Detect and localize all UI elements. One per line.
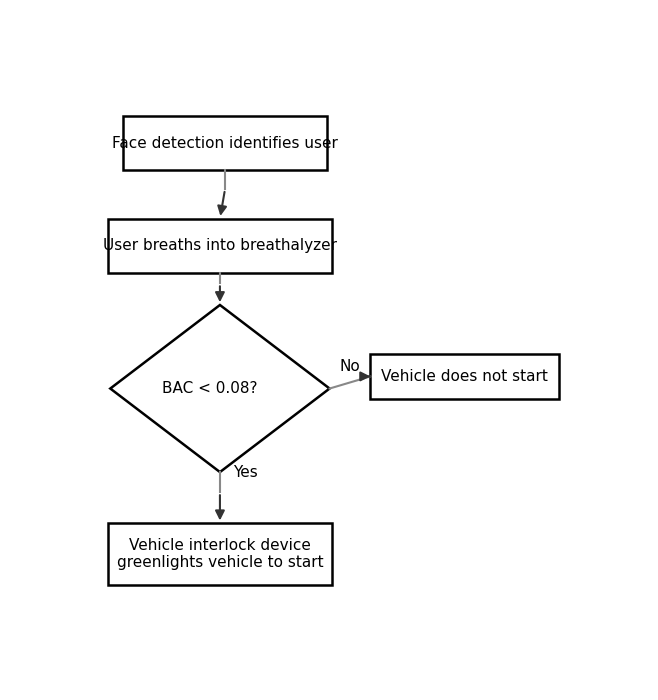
Text: Face detection identifies user: Face detection identifies user	[112, 136, 338, 150]
Text: No: No	[340, 359, 361, 374]
FancyBboxPatch shape	[108, 524, 332, 585]
Text: Yes: Yes	[233, 466, 257, 480]
Text: BAC < 0.08?: BAC < 0.08?	[162, 381, 257, 396]
Text: Vehicle does not start: Vehicle does not start	[381, 369, 548, 384]
FancyBboxPatch shape	[123, 116, 327, 170]
FancyBboxPatch shape	[108, 218, 332, 272]
Polygon shape	[111, 305, 330, 472]
Text: Vehicle interlock device
greenlights vehicle to start: Vehicle interlock device greenlights veh…	[116, 538, 323, 570]
Text: User breaths into breathalyzer: User breaths into breathalyzer	[103, 238, 337, 253]
FancyBboxPatch shape	[370, 354, 559, 399]
